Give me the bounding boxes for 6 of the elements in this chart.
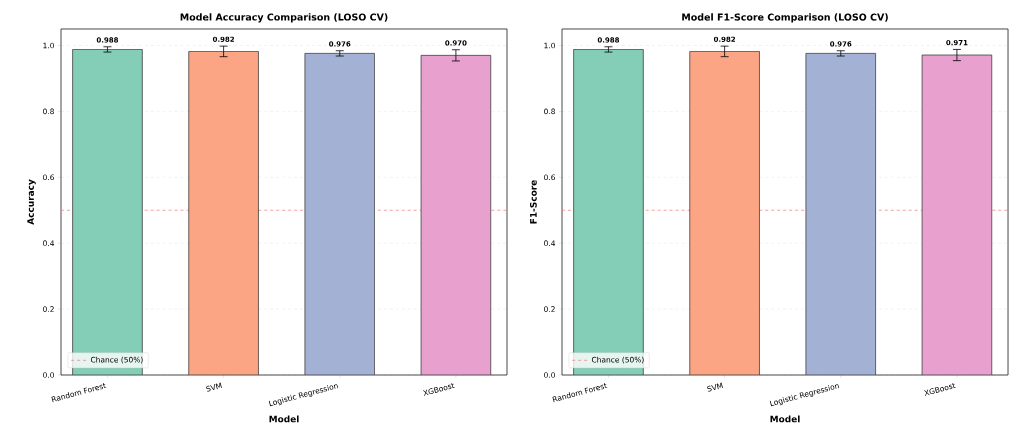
y-axis-title: F1-Score <box>529 180 537 224</box>
chart-title: Model F1-Score Comparison (LOSO CV) <box>682 13 888 23</box>
chart-title: Model Accuracy Comparison (LOSO CV) <box>180 13 388 23</box>
x-axis-title: Model <box>269 415 299 423</box>
x-axis-title: Model <box>770 415 800 423</box>
y-axis-title: Accuracy <box>27 179 36 225</box>
